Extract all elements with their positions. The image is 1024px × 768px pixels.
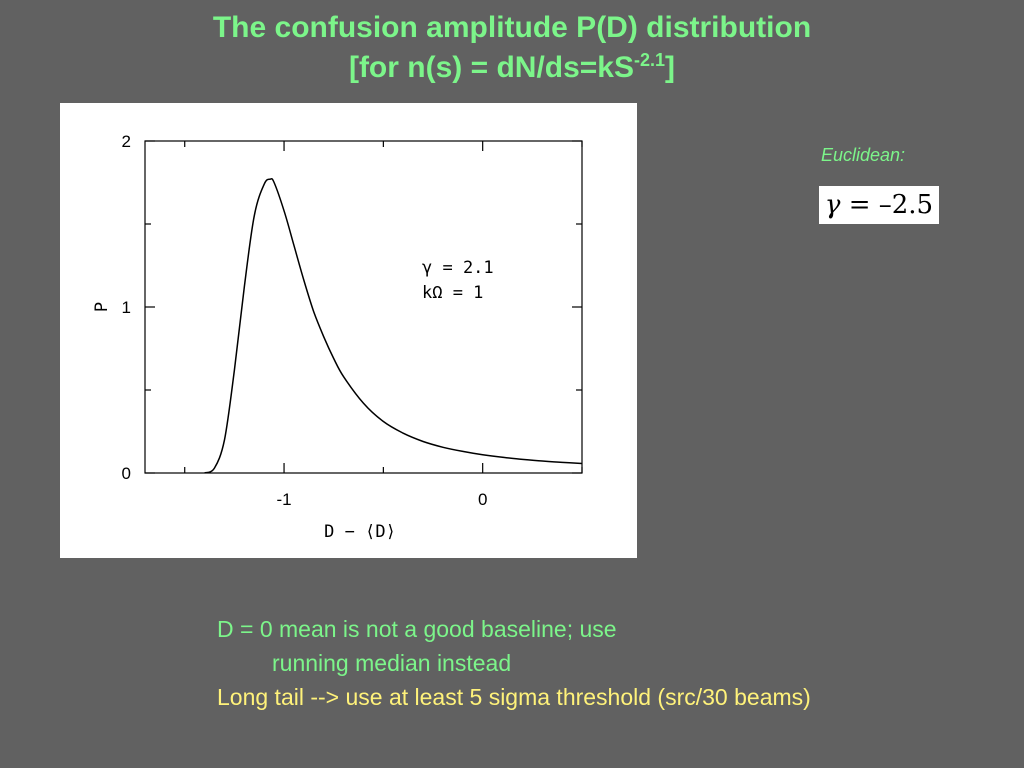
chart-svg: -1 0 0 1 2 P D − ⟨D⟩ γ = 2.1 kΩ = 1 — [92, 132, 583, 542]
euclidean-label: Euclidean: — [821, 145, 906, 165]
x-tick-label: -1 — [276, 490, 291, 509]
slide-subtitle: [for n(s) = dN/ds=kS-2.1] — [0, 50, 1024, 86]
x-tick-label: 0 — [478, 490, 487, 509]
pd-distribution-plot: -1 0 0 1 2 P D − ⟨D⟩ γ = 2.1 kΩ = 1 — [60, 103, 637, 558]
y-axis-label: P — [92, 302, 112, 312]
euclidean-formula-box: γ = –2.5 — [819, 186, 939, 224]
axis-ticks — [145, 140, 583, 474]
plot-frame — [144, 140, 583, 474]
annotation-komega: kΩ = 1 — [422, 283, 483, 303]
axis-tick-labels: -1 0 0 1 2 — [122, 132, 488, 509]
gamma-symbol: γ — [824, 190, 841, 220]
slide-title: The confusion amplitude P(D) distributio… — [212, 11, 812, 44]
y-tick-label: 2 — [122, 132, 131, 151]
pd-curve — [204, 177, 583, 474]
subtitle-exponent: -2.1 — [634, 50, 666, 70]
y-tick-label: 0 — [122, 464, 131, 483]
x-axis-label: D − ⟨D⟩ — [324, 522, 396, 542]
y-tick-label: 1 — [122, 298, 131, 317]
annotation-gamma: γ = 2.1 — [422, 258, 494, 278]
euclidean-formula-value: = –2.5 — [840, 190, 934, 220]
subtitle-end: ] — [665, 51, 676, 84]
note-threshold: Long tail --> use at least 5 sigma thres… — [217, 684, 811, 710]
note-baseline: D = 0 mean is not a good baseline; use — [217, 616, 617, 642]
note-running-median: running median instead — [272, 650, 512, 676]
subtitle-main: [for n(s) = dN/ds=kS — [348, 51, 634, 84]
